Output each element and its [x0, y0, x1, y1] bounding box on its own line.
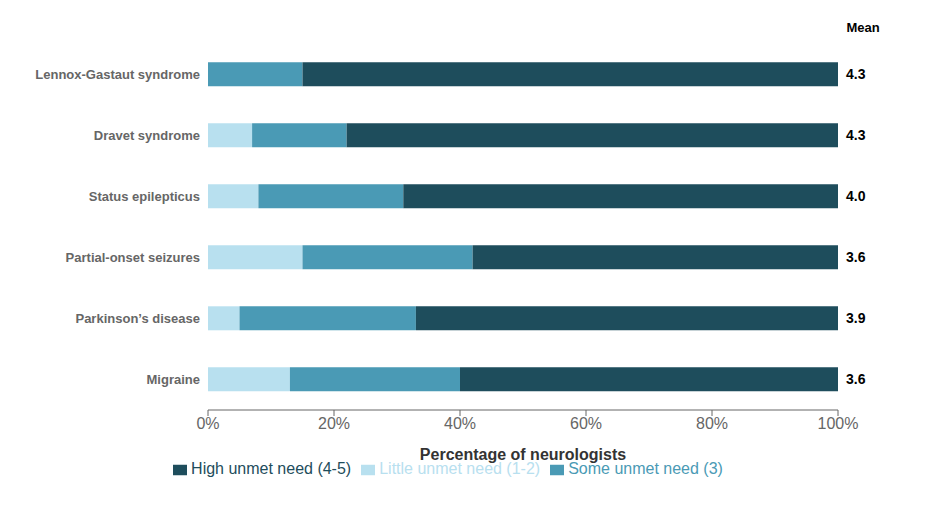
html-text:High unmet need (4-5): High unmet need (4-5): [191, 460, 352, 477]
svg-text:Status epilepticus: Status epilepticus: [89, 189, 200, 204]
svg-text:Migraine: Migraine: [147, 372, 200, 387]
svg-text:Percentage of neurologists: Percentage of neurologists: [420, 446, 626, 463]
svg-text:60%: 60%: [570, 415, 602, 432]
html-text:Little unmet need (1-2): Little unmet need (1-2): [379, 460, 541, 477]
svg-text:40%: 40%: [444, 415, 476, 432]
svg-text:100%: 100%: [818, 415, 859, 432]
html-text:Some unmet need (3): Some unmet need (3): [568, 460, 723, 477]
svg-text:Lennox-Gastaut syndrome: Lennox-Gastaut syndrome: [35, 67, 200, 82]
svg-text:3.6: 3.6: [846, 371, 866, 387]
svg-text:4.0: 4.0: [846, 188, 866, 204]
svg-text:Parkinson’s disease: Parkinson’s disease: [75, 311, 200, 326]
svg-text:3.6: 3.6: [846, 249, 866, 265]
svg-text:80%: 80%: [696, 415, 728, 432]
svg-text:Mean: Mean: [846, 20, 879, 35]
svg-text:4.3: 4.3: [846, 127, 866, 143]
svg-text:3.9: 3.9: [846, 310, 866, 326]
svg-text:0%: 0%: [196, 415, 219, 432]
svg-text:Dravet syndrome: Dravet syndrome: [94, 128, 200, 143]
svg-text:20%: 20%: [318, 415, 350, 432]
svg-text:Partial-onset seizures: Partial-onset seizures: [66, 250, 200, 265]
svg-text:4.3: 4.3: [846, 66, 866, 82]
